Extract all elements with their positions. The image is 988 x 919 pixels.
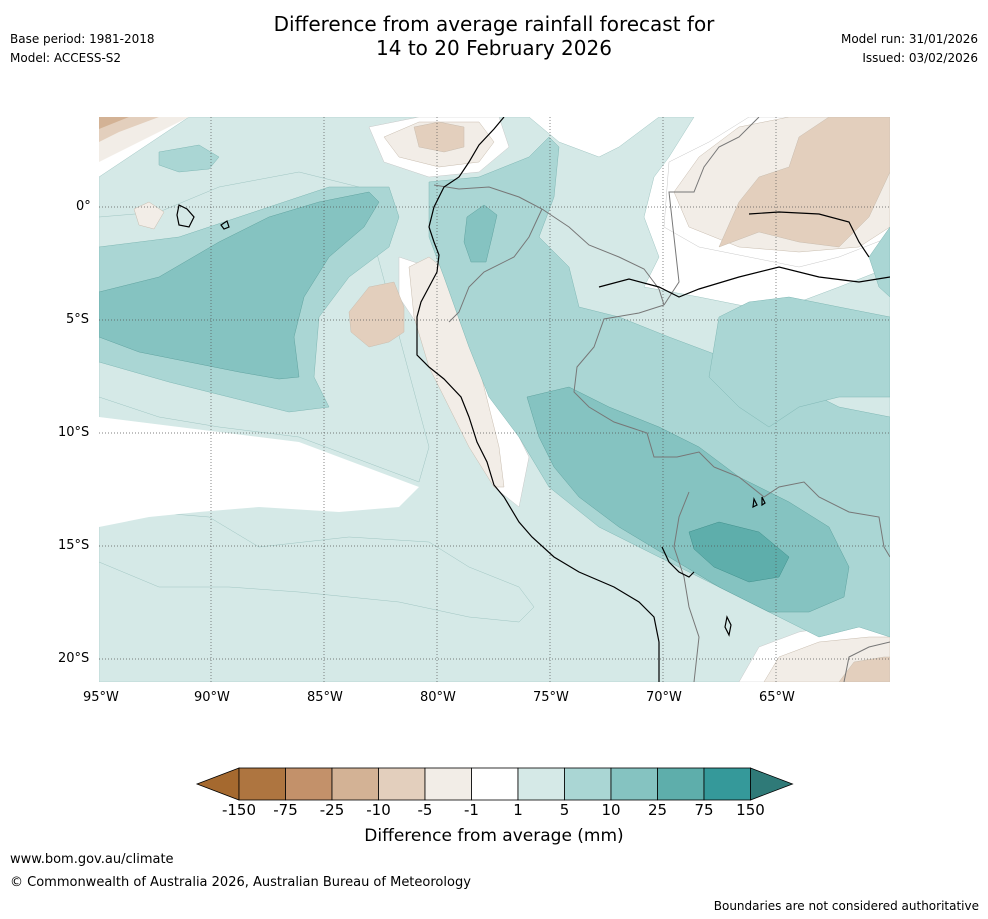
colorbar-tick: 150 (736, 801, 765, 819)
colorbar-extend-high (750, 767, 794, 801)
colorbar-tick: 75 (694, 801, 714, 819)
colorbar-cell (331, 767, 379, 801)
colorbar-cell (424, 767, 472, 801)
disclaimer: Boundaries are not considered authoritat… (713, 899, 979, 913)
colorbar-ticks: -150 -75 -25 -10 -5 -1 1 5 10 25 75 150 (195, 801, 795, 821)
colorbar-tick: 1 (513, 801, 523, 819)
coastline (176, 117, 890, 682)
colorbar-tick: -25 (319, 801, 345, 819)
meta-right: Model run: 31/01/2026 Issued: 03/02/2026 (841, 30, 978, 68)
colorbar-cell (703, 767, 751, 801)
colorbar-extend-low (195, 767, 240, 801)
colorbar-cell (285, 767, 333, 801)
title-line-2: 14 to 20 February 2026 (376, 36, 612, 60)
colorbar-cells (195, 767, 794, 801)
x-tick-65w: 65°W (759, 690, 795, 705)
colorbar-tick: -150 (221, 801, 257, 819)
x-tick-90w: 90°W (194, 690, 230, 705)
colorbar-tick: 5 (559, 801, 570, 819)
y-tick-5s: 5°S (66, 312, 90, 327)
contour-neutral-southwest (99, 417, 419, 527)
y-tick-15s: 15°S (58, 538, 90, 553)
colorbar-tick: 25 (647, 801, 668, 819)
meta-left: Base period: 1981-2018 Model: ACCESS-S2 (10, 30, 155, 68)
title-line-1: Difference from average rainfall forecas… (273, 12, 715, 36)
chart-title: Difference from average rainfall forecas… (0, 12, 988, 60)
bom-link[interactable]: www.bom.gov.au/climate (10, 852, 174, 867)
colorbar-cell (471, 767, 519, 801)
contour-wet-mid-east-band (708, 296, 890, 428)
y-tick-20s: 20°S (58, 651, 90, 666)
model-name: Model: ACCESS-S2 (10, 51, 122, 65)
graticule (99, 117, 890, 682)
x-tick-85w: 85°W (307, 690, 343, 705)
contour-dry-mid-east (718, 117, 890, 248)
x-tick-95w: 95°W (83, 690, 119, 705)
issued-date: Issued: 03/02/2026 (862, 51, 978, 65)
contour-wet-strong-west (99, 191, 380, 380)
contour-dry-light-galapagos (133, 201, 165, 230)
contour-dry-mid-southeast (838, 656, 890, 682)
y-tick-10s: 10°S (58, 425, 90, 440)
colorbar-tick: -75 (273, 801, 298, 819)
base-period: Base period: 1981-2018 (10, 32, 155, 46)
x-tick-75w: 75°W (533, 690, 569, 705)
colorbar-tick: -10 (366, 801, 391, 819)
y-tick-0: 0° (76, 199, 91, 214)
colorbar-cell (238, 767, 286, 801)
contour-dry-corner-3 (99, 117, 129, 129)
colorbar-tick: 10 (601, 801, 621, 819)
contour-wet-heavy-south (688, 521, 790, 583)
colorbar-cell (378, 767, 426, 801)
contour-wet-light-south (99, 511, 535, 623)
contour-wet-mid-small-north (158, 144, 220, 173)
colorbar-tick: -5 (417, 801, 433, 819)
copyright: © Commonwealth of Australia 2026, Austra… (10, 875, 471, 890)
contour-wet-mid-east-corner (868, 226, 890, 298)
contour-dry-mid-coast (348, 281, 405, 348)
x-tick-70w: 70°W (646, 690, 682, 705)
x-tick-80w: 80°W (420, 690, 456, 705)
colorbar-cell (517, 767, 565, 801)
colorbar-label: Difference from average (mm) (364, 826, 624, 846)
contour-dry-mid-north (413, 121, 465, 153)
colorbar-cell (657, 767, 705, 801)
rainfall-contours (99, 117, 890, 682)
colorbar-tick: -1 (464, 801, 479, 819)
colorbar-cell (610, 767, 658, 801)
model-run: Model run: 31/01/2026 (840, 32, 978, 46)
rainfall-map (99, 117, 890, 682)
contour-dry-corner-2 (99, 117, 159, 142)
colorbar (195, 767, 794, 801)
country-borders (433, 117, 890, 682)
colorbar-cell (564, 767, 612, 801)
